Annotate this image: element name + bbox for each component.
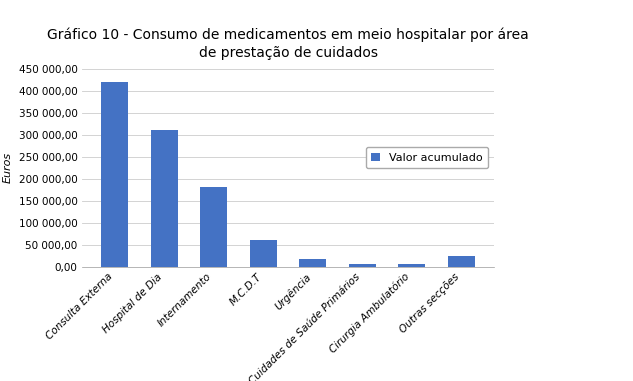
Title: Gráfico 10 - Consumo de medicamentos em meio hospitalar por área
de prestação de: Gráfico 10 - Consumo de medicamentos em …	[47, 27, 529, 61]
Bar	[151, 130, 178, 267]
Bar	[299, 259, 327, 267]
Legend: Valor acumulado: Valor acumulado	[366, 147, 488, 168]
Bar	[200, 187, 227, 267]
Bar	[448, 256, 475, 267]
Y-axis label: Euros: Euros	[3, 152, 13, 183]
Bar	[398, 264, 425, 267]
Bar	[349, 264, 376, 267]
Bar	[101, 82, 128, 267]
Bar	[249, 240, 277, 267]
